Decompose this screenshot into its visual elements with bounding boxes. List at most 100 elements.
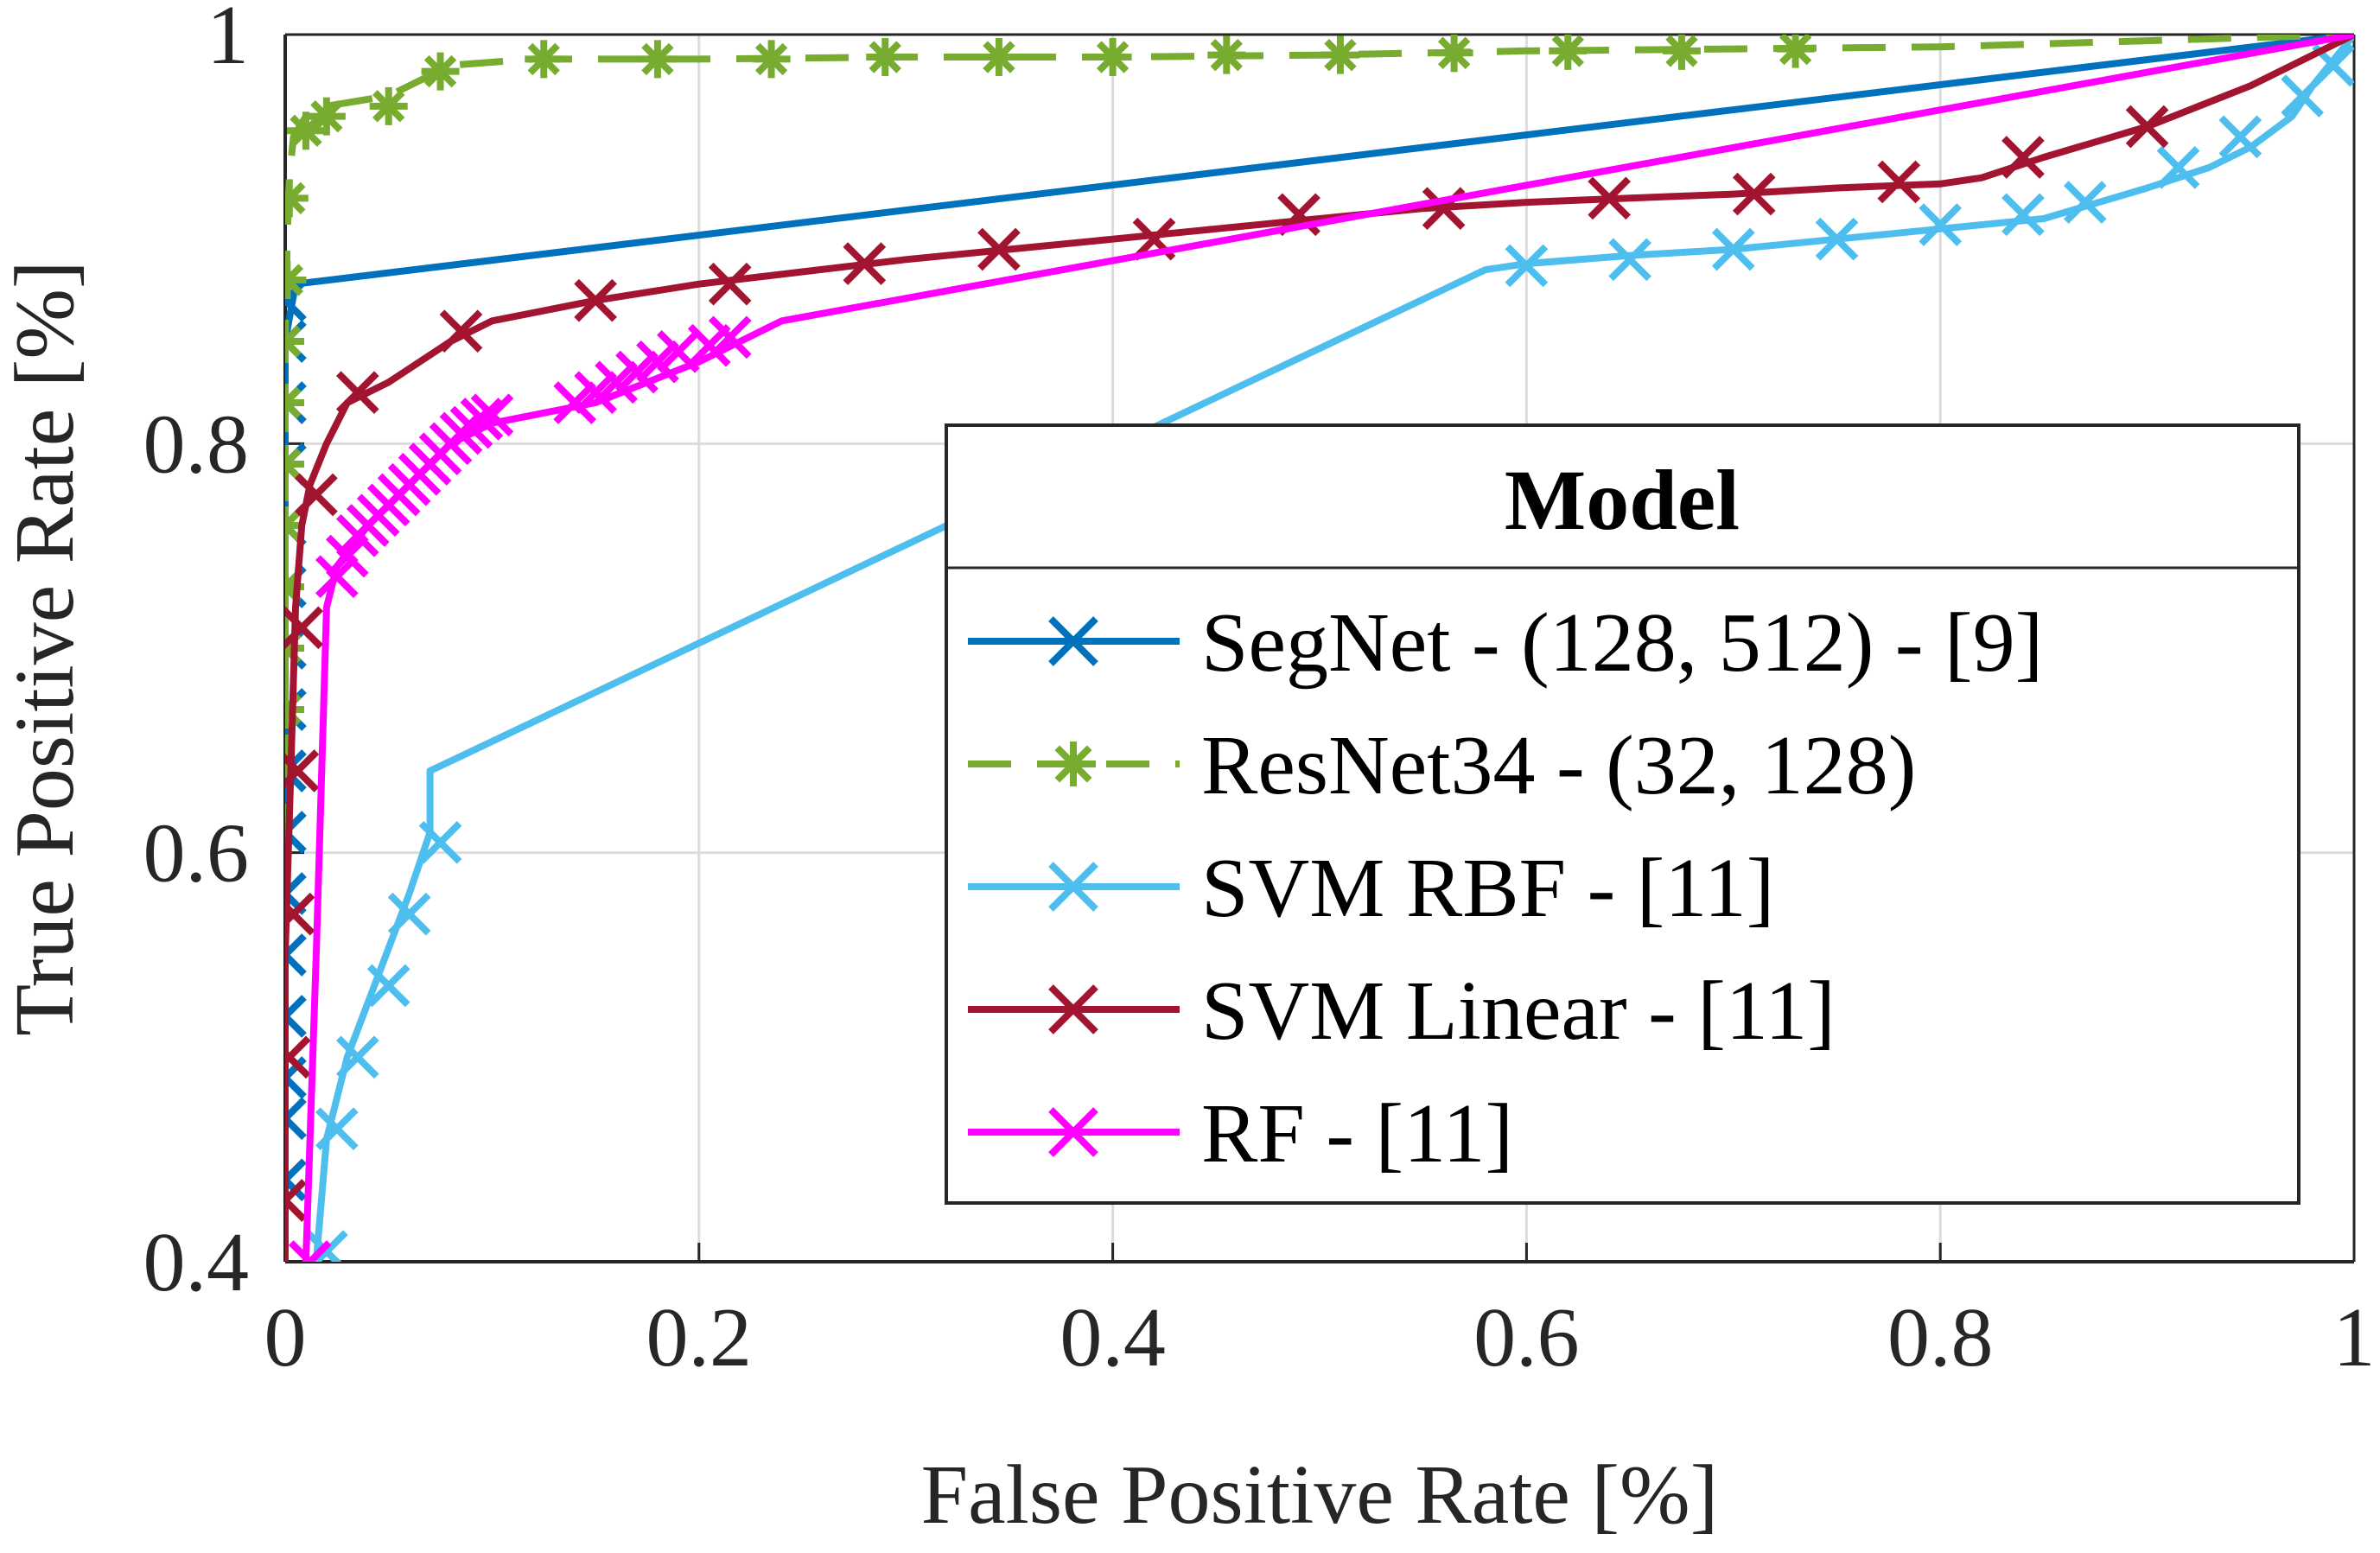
series-3-marker-17 (1877, 160, 1921, 204)
series-1-marker-11 (369, 86, 408, 125)
series-2-marker-9 (1815, 217, 1859, 261)
series-3-marker-7 (439, 309, 483, 353)
legend-entry-4: RF - [11] (968, 1087, 1513, 1181)
series-1-marker-14 (638, 40, 677, 79)
series-1-marker-5 (285, 384, 304, 422)
series-2-marker-7 (1608, 238, 1651, 282)
legend-marker-1 (1051, 741, 1096, 786)
series-1-marker-8 (285, 179, 309, 218)
x-axis-label: False Positive Rate [%] (921, 1448, 1719, 1542)
legend-label-3: SVM Linear - [11] (1201, 964, 1836, 1058)
series-line-2 (312, 35, 2354, 1262)
series-3-marker-4 (285, 606, 323, 650)
series-4-marker-20 (615, 350, 659, 394)
series-4-marker-15 (460, 398, 504, 441)
series-2-marker-1 (315, 1107, 359, 1150)
series-1-marker-17 (979, 38, 1018, 77)
series-4-marker-24 (708, 315, 752, 360)
x-tick-label-3: 0.6 (1473, 1291, 1580, 1384)
series-4-marker-21 (636, 340, 679, 384)
series-1-marker-15 (752, 40, 791, 79)
series-2-marker-13 (2156, 146, 2200, 189)
legend-label-2: SVM RBF - [11] (1201, 842, 1774, 935)
series-1-marker-0 (285, 691, 304, 729)
legend-marker-2 (1048, 862, 1098, 912)
series-1-marker-23 (1662, 35, 1701, 70)
series-4 (288, 35, 2354, 1262)
series-2-marker-3 (366, 964, 410, 1008)
series-1-marker-21 (1435, 35, 1473, 73)
series-2-marker-12 (2063, 181, 2107, 224)
series-3-marker-15 (1588, 176, 1631, 220)
series-3-marker-6 (335, 371, 379, 414)
legend-marker-3 (1048, 984, 1098, 1034)
legend-title: Model (1505, 452, 1740, 548)
series-0-marker-0 (285, 1158, 307, 1202)
series-1-marker-7 (285, 261, 307, 299)
series-1-marker-4 (285, 445, 304, 483)
series-0-marker-1 (285, 1097, 307, 1141)
series-4-marker-0 (288, 1240, 332, 1262)
series-2-marker-5 (418, 821, 462, 864)
series-3 (285, 35, 2354, 1262)
x-tick-label-1: 0.2 (646, 1291, 753, 1384)
legend: Model SegNet - (128, 512) - [9] ResNet34 … (945, 423, 2300, 1205)
series-3-marker-11 (977, 227, 1021, 271)
series-1-marker-6 (285, 322, 304, 360)
series-3-marker-8 (574, 278, 617, 322)
series-2 (305, 35, 2354, 1262)
series-1-marker-20 (1320, 35, 1359, 74)
series-1-marker-3 (285, 506, 304, 544)
legend-label-0: SegNet - (128, 512) - [9] (1201, 596, 2043, 690)
legend-entry-2: SVM RBF - [11] (968, 842, 1774, 935)
x-tick-label-2: 0.4 (1060, 1291, 1166, 1384)
series-4-marker-19 (595, 360, 638, 404)
series-2-marker-6 (1505, 244, 1549, 288)
legend-box (945, 423, 2300, 1205)
series-1-marker-12 (421, 52, 460, 91)
series-4-marker-16 (470, 393, 514, 437)
series-3-marker-1 (285, 1035, 311, 1079)
legend-marker-4 (1048, 1107, 1098, 1157)
series-3-marker-5 (295, 473, 338, 517)
series-4-marker-18 (574, 371, 617, 414)
series-2-marker-0 (305, 1230, 348, 1262)
series-4-marker-1 (315, 555, 359, 598)
series-1-marker-10 (307, 97, 346, 136)
legend-entry-1: ResNet34 - (32, 128) (968, 719, 1916, 812)
legend-label-1: ResNet34 - (32, 128) (1201, 719, 1916, 812)
series-1-marker-18 (1093, 38, 1132, 77)
x-tick-label-0: 0 (264, 1291, 307, 1384)
series-1-marker-16 (866, 38, 905, 77)
series-3-marker-3 (285, 749, 320, 792)
tick-labels: 0 0.2 0.4 0.6 0.8 1 0.4 0.6 0.8 1 (143, 0, 2376, 1384)
y-tick-label-3: 1 (207, 0, 249, 82)
series-2-marker-14 (2218, 115, 2262, 159)
series-3-marker-16 (1732, 172, 1776, 216)
y-tick-label-1: 0.6 (143, 807, 250, 901)
series-3-marker-19 (2125, 105, 2169, 149)
legend-entries: SegNet - (128, 512) - [9] ResNet34 - (32,… (968, 596, 2043, 1181)
y-tick-label-0: 0.4 (143, 1216, 250, 1309)
series-3-marker-18 (2001, 136, 2045, 179)
series-1-marker-19 (1207, 35, 1246, 74)
series-3-marker-9 (708, 262, 752, 306)
series-0-marker-6 (285, 811, 307, 854)
series-3-marker-2 (285, 892, 315, 936)
series-1-marker-22 (1549, 35, 1588, 70)
y-axis-label: True Positive Rate [%] (0, 260, 92, 1035)
x-tick-label-4: 0.8 (1887, 1291, 1994, 1384)
series-layer (285, 35, 2354, 1262)
legend-entry-0: SegNet - (128, 512) - [9] (968, 596, 2043, 690)
series-1-marker-24 (1776, 35, 1815, 68)
series-1-marker-9 (286, 111, 325, 150)
legend-entry-3: SVM Linear - [11] (968, 964, 1836, 1058)
series-4-marker-17 (553, 381, 596, 424)
series-2-marker-2 (335, 1035, 379, 1079)
series-3-marker-0 (285, 1179, 307, 1222)
legend-marker-0 (1048, 616, 1098, 666)
x-tick-label-5: 1 (2333, 1291, 2376, 1384)
legend-label-4: RF - [11] (1201, 1087, 1513, 1181)
series-2-marker-10 (1919, 203, 1963, 246)
